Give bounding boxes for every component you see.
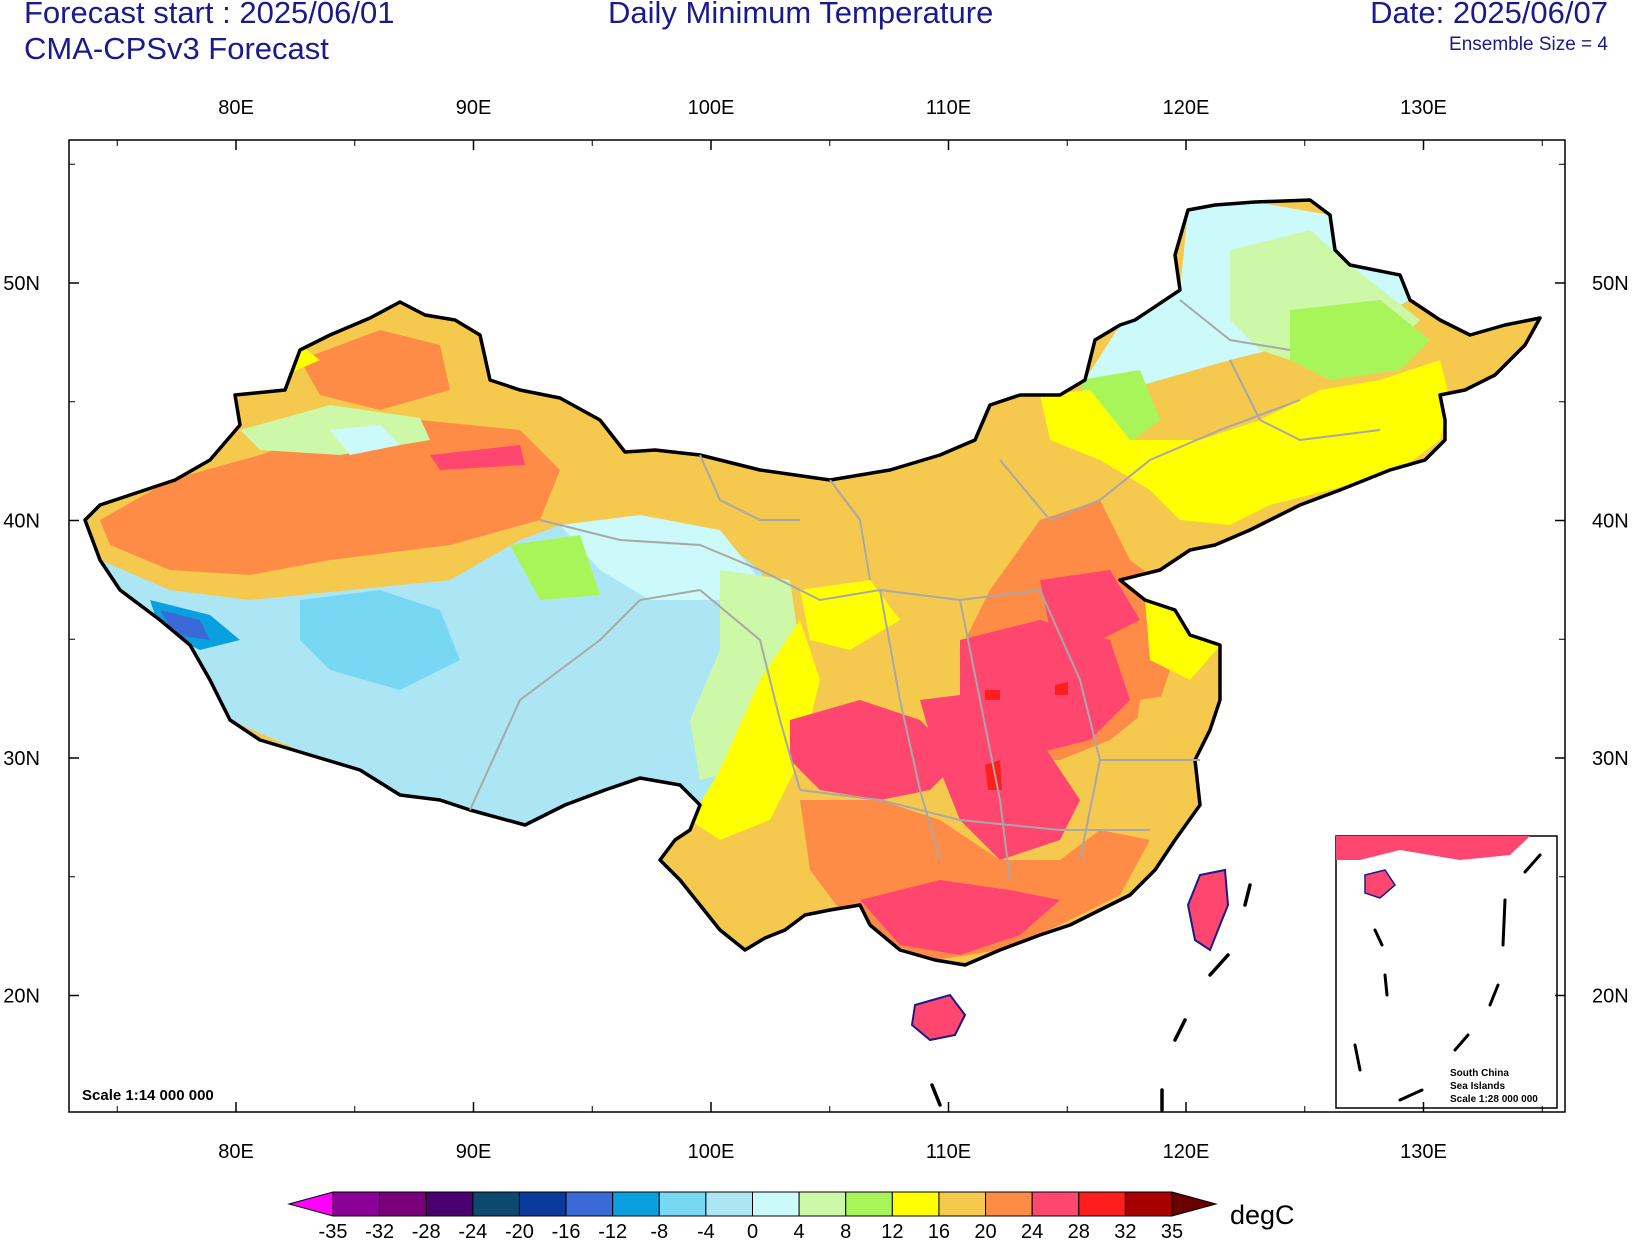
colorbar-swatch [658,1191,707,1217]
colorbar: -35 -32 -28 -24 -20 -16 -12 -8 -4 0 4 8 12 16 20 24 28 32… [287,1191,1218,1241]
hot-spot-c [985,760,1002,790]
guangxi-guangdong-hot-band [860,880,1060,955]
colorbar-tick-label: 20 [974,1221,996,1241]
colorbar-swatch [565,1191,614,1217]
inset-note-line3: Scale 1:28 000 000 [1450,1094,1538,1105]
taiwan-island [1186,868,1230,952]
maritime-boundary-dashes [930,883,1252,1112]
colorbar-tick-label: 4 [794,1221,805,1241]
colorbar-tick-label: -28 [412,1221,441,1241]
ensemble-size-label: Ensemble Size = 4 [1449,34,1608,55]
lat-label-left: 30N [3,748,40,770]
colorbar-swatch [1124,1191,1173,1217]
lat-label-right: 30N [1592,748,1629,770]
colorbar-max-triangle [1171,1191,1218,1217]
colorbar-swatch [332,1191,381,1217]
china-border [83,198,1542,967]
hebei-hot-band [1040,570,1140,640]
central-tibet-band [300,590,460,690]
colorbar-tick-label: -24 [458,1221,487,1241]
axis-ticks: 80E 80E 90E 90E 100E 100E 110E 110E 120E 120E 130E… [3,97,1628,1163]
ordos-band [800,580,900,650]
lon-label-bottom: 120E [1163,1141,1210,1163]
lon-label-top: 90E [456,97,492,119]
turpan-hot-band [430,445,525,470]
colorbar-tick-label: 16 [928,1221,950,1241]
qaidam-band [560,515,760,600]
inset-mainland [1336,836,1530,860]
lat-label-right: 50N [1592,273,1629,295]
heilongjiang-band [1290,300,1430,380]
colorbar-swatch [985,1191,1033,1217]
inset-map: South China Sea Islands Scale 1:28 000 0… [1335,835,1558,1109]
colorbar-tick-label: 28 [1068,1221,1090,1241]
lon-label-top: 100E [688,97,735,119]
colorbar-tick-label: -32 [365,1221,394,1241]
lon-label-top: 110E [926,97,971,119]
colorbar-swatch [379,1191,427,1217]
colorbar-swatch [938,1191,987,1217]
lat-label-right: 20N [1592,986,1629,1008]
colorbar-swatch [472,1191,520,1217]
colorbar-tick-label: 32 [1114,1221,1136,1241]
qaidam-basin-band [510,535,600,600]
colorbar-tick-label: 35 [1161,1221,1183,1241]
colorbar-swatch [705,1191,754,1217]
inset-hainan [1364,869,1396,899]
lon-label-top: 80E [218,97,254,119]
colorbar-tick-label: -4 [697,1221,715,1241]
lon-label-bottom: 130E [1400,1141,1447,1163]
colorbar-tick-label: -20 [505,1221,534,1241]
colorbar-swatch [518,1191,567,1217]
model-label: CMA-CPSv3 Forecast [24,31,329,66]
colorbar-swatch [425,1191,474,1217]
colorbar-min-triangle [287,1191,334,1217]
colorbar-swatch [891,1191,940,1217]
plateau-cold-band [100,520,780,825]
map-title: Daily Minimum Temperature [608,0,994,30]
colorbar-unit: degC [1230,1200,1295,1230]
lon-label-bottom: 110E [926,1141,971,1163]
lat-label-left: 40N [3,511,40,533]
lon-label-bottom: 100E [688,1141,735,1163]
colorbar-tick-label: -35 [319,1221,348,1241]
inset-note-line2: Sea Islands [1450,1081,1505,1092]
colorbar-tick-label: -8 [650,1221,668,1241]
tianshan-cold-band [330,425,400,455]
lon-label-bottom: 90E [456,1141,492,1163]
lat-label-left: 50N [3,273,40,295]
hot-spot-a [985,690,1000,700]
dzungaria-warm-band [300,330,450,410]
forecast-date-label: Date: 2025/06/07 [1370,0,1608,30]
colorbar-swatch [752,1191,800,1217]
colorbar-tick-label: 12 [881,1221,903,1241]
province-borders [469,299,1381,881]
colorbar-tick-label: -12 [598,1221,627,1241]
colorbar-tick-label: 8 [840,1221,851,1241]
ngari-band [160,610,210,640]
colorbar-swatch [798,1191,847,1217]
map-scale-note: Scale 1:14 000 000 [82,1087,214,1104]
loess-band [760,450,1000,600]
colorbar-tick-label: 0 [747,1221,758,1241]
hot-spot-b [1055,682,1068,695]
colorbar-swatch [612,1191,660,1217]
inset-note-line1: South China [1450,1068,1509,1079]
lat-label-left: 20N [3,986,40,1008]
lon-label-top: 120E [1163,97,1210,119]
colorbar-swatch [845,1191,893,1217]
colorbar-swatch [1078,1191,1126,1217]
forecast-start-label: Forecast start : 2025/06/01 [24,0,395,30]
hainan-island [910,993,967,1042]
lon-label-top: 130E [1400,97,1447,119]
northeast-plain-band [1040,360,1450,525]
yunnan-edge-band [690,620,820,840]
colorbar-tick-label: -16 [552,1221,581,1241]
lon-label-bottom: 80E [218,1141,254,1163]
colorbar-swatch [1031,1191,1080,1217]
colorbar-tick-label: 24 [1021,1221,1043,1241]
lat-label-right: 40N [1592,511,1629,533]
